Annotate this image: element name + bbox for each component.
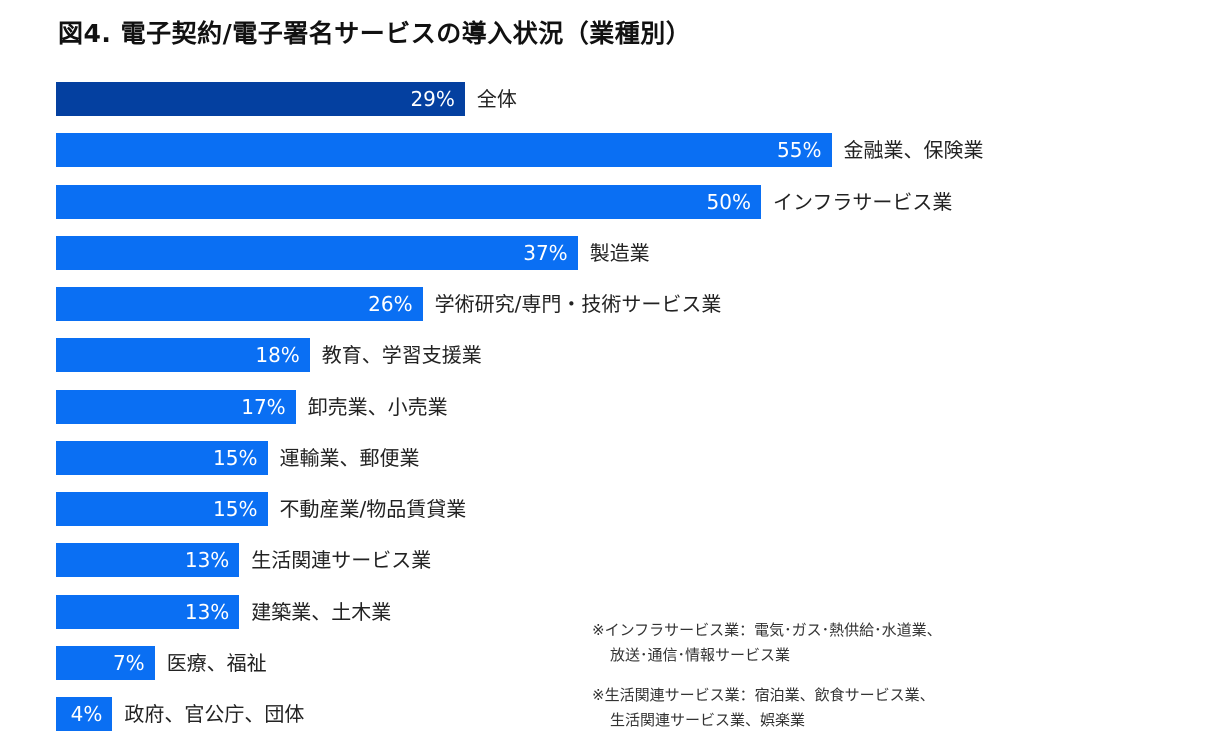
category-label: 政府、官公庁、団体: [124, 702, 305, 726]
category-label: インフラサービス業: [773, 189, 953, 214]
footnote-line: ※生活関連サービス業：宿泊業、飲食サービス業、: [592, 686, 935, 704]
bar: 15%: [56, 492, 268, 526]
data-label: 7%: [112, 650, 145, 675]
data-label: 4%: [70, 702, 103, 726]
bar: 18%: [56, 338, 310, 373]
bar: 13%: [56, 594, 240, 629]
data-label: 37%: [523, 240, 568, 265]
bar: 4%: [56, 697, 113, 731]
data-label: 55%: [777, 138, 822, 163]
footnote-line: 放送･通信･情報サービス業: [610, 646, 791, 664]
category-label: 卸売業、小売業: [307, 394, 448, 419]
bar: 55%: [56, 133, 832, 168]
bar: 13%: [56, 543, 240, 578]
bar: 37%: [56, 235, 578, 270]
chart-title: 図4. 電子契約/電子署名サービスの導入状況（業種別）: [58, 19, 692, 48]
category-label: 教育、学習支援業: [321, 343, 482, 368]
category-label: 製造業: [589, 240, 650, 265]
data-label: 15%: [213, 497, 258, 521]
data-label: 13%: [184, 548, 230, 573]
footnote-infra: ※インフラサービス業：電気･ガス･熱供給･水道業、 放送･通信･情報サービス業: [592, 618, 942, 668]
data-label: 15%: [213, 445, 258, 470]
category-label: 金融業、保険業: [843, 138, 984, 163]
category-label: 医療、福祉: [166, 650, 267, 675]
data-label: 29%: [410, 87, 455, 111]
bar: 7%: [56, 645, 155, 680]
data-label: 26%: [368, 292, 413, 316]
data-label: 50%: [706, 189, 751, 214]
data-label: 17%: [241, 394, 286, 419]
bar: 26%: [56, 287, 423, 321]
category-label: 全体: [476, 87, 517, 111]
category-label: 建築業、土木業: [251, 599, 392, 624]
footnote-lifestyle: ※生活関連サービス業：宿泊業、飲食サービス業、 生活関連サービス業、娯楽業: [592, 683, 935, 733]
category-label: 学術研究/専門・技術サービス業: [434, 292, 722, 316]
footnote-line: ※インフラサービス業：電気･ガス･熱供給･水道業、: [592, 621, 942, 639]
bar: 15%: [56, 440, 268, 475]
bar: 50%: [56, 184, 761, 219]
bar: 29%: [56, 82, 465, 116]
category-label: 不動産業/物品賃貸業: [279, 497, 467, 521]
category-label: 運輸業、郵便業: [279, 445, 420, 470]
footnote-line: 生活関連サービス業、娯楽業: [610, 711, 806, 729]
data-label: 13%: [184, 599, 230, 624]
category-label: 生活関連サービス業: [251, 548, 432, 573]
bar: 17%: [56, 389, 296, 424]
data-label: 18%: [255, 343, 300, 368]
